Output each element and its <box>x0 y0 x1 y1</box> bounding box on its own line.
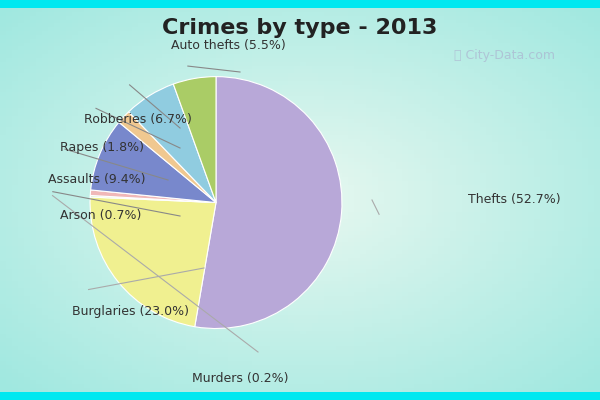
Text: Arson (0.7%): Arson (0.7%) <box>60 210 142 222</box>
Wedge shape <box>90 197 216 327</box>
Text: Assaults (9.4%): Assaults (9.4%) <box>48 174 146 186</box>
Wedge shape <box>91 122 216 202</box>
Text: Murders (0.2%): Murders (0.2%) <box>192 372 288 385</box>
Wedge shape <box>119 112 216 202</box>
Wedge shape <box>90 196 216 202</box>
Text: Burglaries (23.0%): Burglaries (23.0%) <box>72 306 189 318</box>
Text: ⓘ City-Data.com: ⓘ City-Data.com <box>454 50 554 62</box>
Text: Robberies (6.7%): Robberies (6.7%) <box>84 114 192 126</box>
Wedge shape <box>195 77 342 328</box>
Text: Rapes (1.8%): Rapes (1.8%) <box>60 142 144 154</box>
Wedge shape <box>173 77 216 202</box>
Text: Thefts (52.7%): Thefts (52.7%) <box>468 194 560 206</box>
Text: Auto thefts (5.5%): Auto thefts (5.5%) <box>170 39 286 52</box>
Wedge shape <box>90 190 216 202</box>
Text: Crimes by type - 2013: Crimes by type - 2013 <box>163 18 437 38</box>
Wedge shape <box>128 84 216 202</box>
